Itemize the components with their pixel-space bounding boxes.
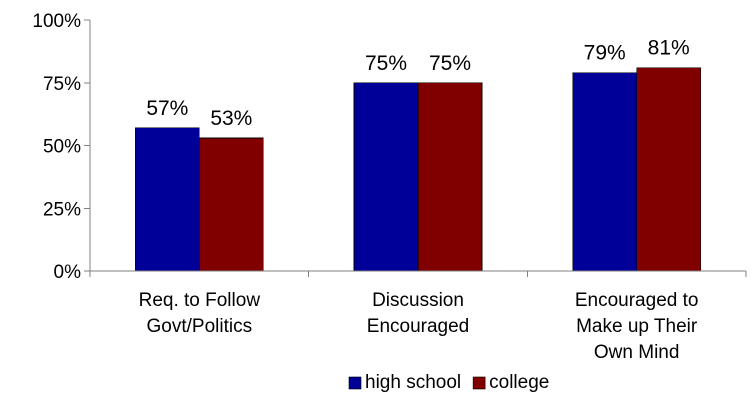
- bar-college-0: [199, 137, 264, 272]
- y-tick-label: 25%: [43, 199, 81, 220]
- bar-value-label: 53%: [210, 107, 252, 130]
- category-label: Make up Their: [576, 316, 698, 337]
- bars: [135, 67, 701, 272]
- y-tick-label: 100%: [32, 11, 81, 32]
- y-axis-ticks: 0% 25% 50% 75% 100%: [32, 11, 90, 283]
- bar-value-label: 81%: [648, 37, 690, 60]
- category-label: Encouraged to: [575, 290, 699, 311]
- bar-high-school-2: [572, 72, 637, 272]
- legend-swatch: [348, 376, 362, 390]
- category-label: Discussion: [372, 290, 464, 311]
- x-axis-ticks: [89, 271, 747, 277]
- bar-college-1: [417, 82, 483, 272]
- bar-high-school-1: [353, 82, 419, 272]
- bar-value-labels: 57% 75% 79% 53% 75% 81%: [146, 37, 689, 130]
- category-label: Encouraged: [367, 316, 469, 337]
- legend-label: high school: [365, 372, 461, 393]
- category-labels: Req. to Follow Govt/Politics Discussion Enc…: [139, 290, 699, 363]
- legend: high school college: [348, 372, 549, 393]
- category-label: Own Mind: [594, 342, 680, 363]
- bar-value-label: 75%: [365, 52, 407, 75]
- legend-swatch: [472, 376, 486, 390]
- bar-value-label: 57%: [146, 97, 188, 120]
- bar-high-school-0: [135, 127, 200, 272]
- y-tick-label: 0%: [54, 262, 82, 283]
- category-label: Req. to Follow: [139, 290, 261, 311]
- bar-value-label: 79%: [584, 42, 626, 65]
- bar-value-label: 75%: [429, 52, 471, 75]
- legend-label: college: [489, 372, 549, 393]
- y-tick-label: 50%: [43, 137, 81, 158]
- bar-college-2: [636, 67, 701, 272]
- y-tick-label: 75%: [43, 74, 81, 95]
- category-label: Govt/Politics: [147, 316, 253, 337]
